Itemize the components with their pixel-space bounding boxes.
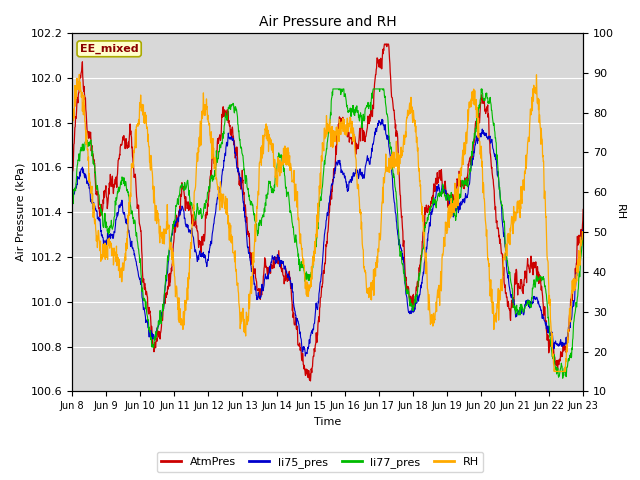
AtmPres xyxy=(579,206,587,212)
li75_pres xyxy=(68,204,76,210)
Y-axis label: RH: RH xyxy=(615,204,625,220)
li77_pres xyxy=(68,206,76,212)
li77_pres xyxy=(579,232,587,238)
li77_pres xyxy=(559,375,566,381)
li77_pres xyxy=(305,272,312,277)
RH xyxy=(305,288,313,294)
Text: EE_mixed: EE_mixed xyxy=(80,44,138,54)
RH xyxy=(285,158,293,164)
RH xyxy=(579,231,587,237)
li75_pres xyxy=(305,337,313,343)
Title: Air Pressure and RH: Air Pressure and RH xyxy=(259,15,396,29)
Line: RH: RH xyxy=(72,74,583,372)
li77_pres xyxy=(329,86,337,92)
li77_pres xyxy=(285,195,293,201)
X-axis label: Time: Time xyxy=(314,417,341,427)
li75_pres xyxy=(285,274,293,279)
AtmPres xyxy=(129,154,136,159)
li75_pres xyxy=(296,328,303,334)
li77_pres xyxy=(296,266,303,272)
li77_pres xyxy=(129,210,136,216)
Line: AtmPres: AtmPres xyxy=(72,44,583,381)
li77_pres xyxy=(108,224,116,230)
AtmPres xyxy=(360,131,367,136)
Line: li75_pres: li75_pres xyxy=(72,120,583,356)
RH xyxy=(68,122,76,128)
li75_pres xyxy=(360,174,367,180)
AtmPres xyxy=(285,270,293,276)
RH xyxy=(129,162,137,168)
Y-axis label: Air Pressure (kPa): Air Pressure (kPa) xyxy=(15,163,25,261)
Legend: AtmPres, li75_pres, li77_pres, RH: AtmPres, li75_pres, li77_pres, RH xyxy=(157,452,483,472)
Line: li77_pres: li77_pres xyxy=(72,89,583,378)
AtmPres xyxy=(307,378,314,384)
RH xyxy=(76,72,83,77)
AtmPres xyxy=(305,368,312,373)
li75_pres xyxy=(301,353,309,359)
li77_pres xyxy=(360,111,367,117)
RH xyxy=(108,245,116,251)
AtmPres xyxy=(381,41,388,47)
AtmPres xyxy=(68,175,76,181)
AtmPres xyxy=(108,183,116,189)
RH xyxy=(360,247,367,252)
li75_pres xyxy=(579,228,587,233)
RH xyxy=(550,369,558,374)
RH xyxy=(296,232,304,238)
AtmPres xyxy=(296,340,303,346)
li75_pres xyxy=(108,232,116,238)
li75_pres xyxy=(129,245,136,251)
li75_pres xyxy=(378,117,386,122)
